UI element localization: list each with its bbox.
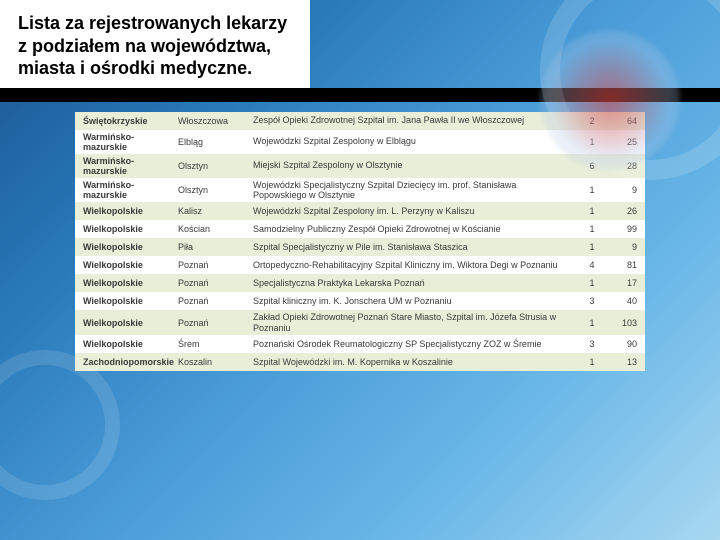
voivodeship-cell: Warmińsko-mazurskie	[83, 132, 178, 152]
center-cell: Szpital Specjalistyczny w Pile im. Stani…	[253, 242, 577, 252]
value1-cell: 1	[577, 206, 607, 216]
center-cell: Ortopedyczno-Rehabilitacyjny Szpital Kli…	[253, 260, 577, 270]
center-cell: Wojewódzki Szpital Zespolony im. L. Perz…	[253, 206, 577, 216]
voivodeship-cell: Warmińsko-mazurskie	[83, 180, 178, 200]
voivodeship-cell: Wielkopolskie	[83, 296, 178, 306]
city-cell: Olsztyn	[178, 161, 253, 171]
city-cell: Elbląg	[178, 137, 253, 147]
value2-cell: 103	[607, 318, 637, 328]
voivodeship-cell: Wielkopolskie	[83, 278, 178, 288]
value1-cell: 1	[577, 278, 607, 288]
value1-cell: 3	[577, 296, 607, 306]
city-cell: Poznań	[178, 318, 253, 328]
value1-cell: 1	[577, 318, 607, 328]
center-cell: Miejski Szpital Zespolony w Olsztynie	[253, 160, 577, 170]
value2-cell: 40	[607, 296, 637, 306]
value1-cell: 1	[577, 224, 607, 234]
value1-cell: 1	[577, 185, 607, 195]
voivodeship-cell: Wielkopolskie	[83, 242, 178, 252]
city-cell: Poznań	[178, 278, 253, 288]
value1-cell: 1	[577, 357, 607, 367]
city-cell: Poznań	[178, 260, 253, 270]
voivodeship-cell: Warmińsko-mazurskie	[83, 156, 178, 176]
voivodeship-cell: Wielkopolskie	[83, 224, 178, 234]
voivodeship-cell: Wielkopolskie	[83, 339, 178, 349]
center-cell: Poznański Ośrodek Reumatologiczny SP Spe…	[253, 339, 577, 349]
header: Lista za rejestrowanych lekarzy z podzia…	[0, 0, 310, 88]
table-row: WielkopolskieKościanSamodzielny Publiczn…	[75, 220, 645, 238]
table-row: WielkopolskiePoznańOrtopedyczno-Rehabili…	[75, 256, 645, 274]
center-cell: Wojewódzki Szpital Zespolony w Elblągu	[253, 136, 577, 146]
value2-cell: 9	[607, 242, 637, 252]
city-cell: Poznań	[178, 296, 253, 306]
table-row: WielkopolskieŚremPoznański Ośrodek Reuma…	[75, 335, 645, 353]
voivodeship-cell: Zachodniopomorskie	[83, 357, 178, 367]
center-cell: Szpital kliniczny im. K. Jonschera UM w …	[253, 296, 577, 306]
table-row: WielkopolskieKaliszWojewódzki Szpital Ze…	[75, 202, 645, 220]
value2-cell: 99	[607, 224, 637, 234]
center-cell: Specjalistyczna Praktyka Lekarska Poznań	[253, 278, 577, 288]
city-cell: Koszalin	[178, 357, 253, 367]
value2-cell: 17	[607, 278, 637, 288]
value1-cell: 4	[577, 260, 607, 270]
city-cell: Kalisz	[178, 206, 253, 216]
center-cell: Zespół Opieki Zdrowotnej Szpital im. Jan…	[253, 115, 577, 125]
value2-cell: 9	[607, 185, 637, 195]
table-row: Warmińsko-mazurskieOlsztynMiejski Szpita…	[75, 154, 645, 178]
page-title: Lista za rejestrowanych lekarzy z podzia…	[18, 12, 292, 80]
table-row: Warmińsko-mazurskieOlsztynWojewódzki Spe…	[75, 178, 645, 203]
table-row: ZachodniopomorskieKoszalinSzpital Wojewó…	[75, 353, 645, 371]
table-row: WielkopolskiePoznańSpecjalistyczna Prakt…	[75, 274, 645, 292]
city-cell: Włoszczowa	[178, 116, 253, 126]
center-cell: Wojewódzki Specjalistyczny Szpital Dziec…	[253, 180, 577, 201]
value2-cell: 26	[607, 206, 637, 216]
table-row: WielkopolskiePoznańSzpital kliniczny im.…	[75, 292, 645, 310]
background-glow	[540, 30, 680, 170]
city-cell: Kościan	[178, 224, 253, 234]
voivodeship-cell: Świętokrzyskie	[83, 116, 178, 126]
city-cell: Śrem	[178, 339, 253, 349]
value2-cell: 90	[607, 339, 637, 349]
city-cell: Olsztyn	[178, 185, 253, 195]
doctors-table: ŚwiętokrzyskieWłoszczowaZespół Opieki Zd…	[75, 112, 645, 371]
table-row: WielkopolskiePiłaSzpital Specjalistyczny…	[75, 238, 645, 256]
center-cell: Szpital Wojewódzki im. M. Kopernika w Ko…	[253, 357, 577, 367]
center-cell: Samodzielny Publiczny Zespół Opieki Zdro…	[253, 224, 577, 234]
center-cell: Zakład Opieki Zdrowotnej Poznań Stare Mi…	[253, 312, 577, 333]
table-row: WielkopolskiePoznańZakład Opieki Zdrowot…	[75, 310, 645, 335]
value1-cell: 1	[577, 242, 607, 252]
voivodeship-cell: Wielkopolskie	[83, 260, 178, 270]
value2-cell: 13	[607, 357, 637, 367]
city-cell: Piła	[178, 242, 253, 252]
voivodeship-cell: Wielkopolskie	[83, 206, 178, 216]
value2-cell: 81	[607, 260, 637, 270]
value1-cell: 3	[577, 339, 607, 349]
voivodeship-cell: Wielkopolskie	[83, 318, 178, 328]
